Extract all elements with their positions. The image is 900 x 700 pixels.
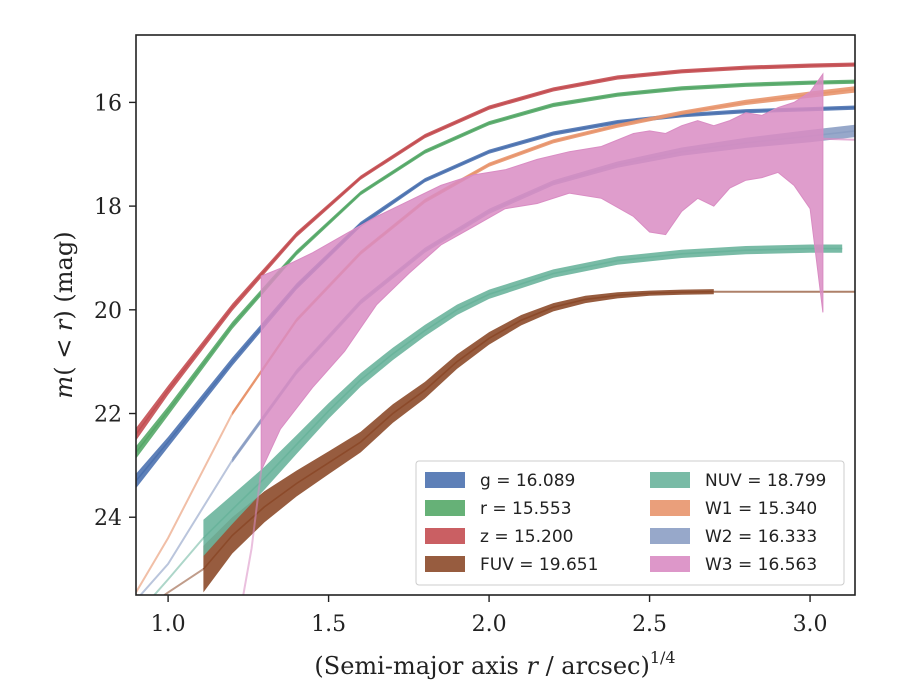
legend-item-g: g = 16.089: [425, 471, 575, 491]
series-nuv: [152, 244, 843, 595]
legend-swatch: [650, 472, 690, 488]
series-g-line: [136, 106, 855, 482]
y-tick-label: 18: [94, 195, 122, 220]
legend-item-fuv: FUV = 19.651: [425, 555, 598, 575]
series-nuv-line: [202, 247, 843, 539]
x-axis-title: (Semi-major axis r / arcsec)1/4: [314, 648, 675, 680]
legend-item-z: z = 15.200: [425, 527, 573, 547]
y-axis-title: m( < r) (mag): [50, 231, 78, 398]
series-z-line: [136, 63, 855, 435]
legend-swatch: [650, 556, 690, 572]
series-w3-tail: [822, 137, 855, 141]
series-w3: [242, 72, 855, 595]
legend-label: r = 15.553: [480, 499, 572, 519]
series-fuv: [162, 289, 855, 595]
x-tick-label: 2.5: [632, 612, 667, 637]
y-tick-label: 16: [94, 91, 122, 116]
legend: g = 16.089 r = 15.553 z = 15.200 FUV = 19.6…: [415, 460, 845, 586]
legend-swatch: [650, 500, 690, 516]
legend-swatch: [425, 556, 465, 572]
legend-label: z = 15.200: [480, 527, 573, 547]
x-tick-label: 3.0: [793, 612, 828, 637]
legend-swatch: [650, 528, 690, 544]
legend-swatch: [425, 500, 465, 516]
series-w3-extension: [242, 470, 263, 595]
legend-label: W1 = 15.340: [705, 499, 817, 519]
plot-area: [136, 62, 855, 595]
legend-box: [415, 460, 845, 586]
series-r-line: [136, 80, 855, 453]
y-tick-label: 22: [94, 403, 122, 428]
x-axis: 1.0 1.5 2.0 2.5 3.0: [151, 595, 828, 637]
legend-label: W2 = 16.333: [705, 527, 817, 547]
legend-label: g = 16.089: [480, 471, 575, 491]
series-z-band: [136, 62, 855, 441]
legend-label: FUV = 19.651: [480, 555, 598, 575]
legend-label: W3 = 16.563: [705, 555, 817, 575]
legend-item-nuv: NUV = 18.799: [650, 471, 826, 491]
plot-frame: [135, 34, 856, 596]
series-fuv-extension: [162, 568, 204, 595]
series-fuv-line: [202, 290, 714, 570]
legend-item-r: r = 15.553: [425, 499, 572, 519]
legend-item-w1: W1 = 15.340: [650, 499, 817, 519]
y-tick-label: 20: [94, 299, 122, 324]
series-g: [136, 105, 855, 489]
legend-swatch: [425, 528, 465, 544]
x-tick-label: 1.0: [151, 612, 186, 637]
series-nuv-extension: [152, 537, 205, 595]
x-tick-label: 2.0: [472, 612, 507, 637]
y-axis: 16 18 20 22 24: [94, 91, 136, 531]
series-w3-band: [260, 72, 824, 471]
series-z: [136, 62, 855, 441]
x-tick-label: 1.5: [311, 612, 346, 637]
legend-item-w2: W2 = 16.333: [650, 527, 817, 547]
legend-swatch: [425, 472, 465, 488]
legend-item-w3: W3 = 16.563: [650, 555, 817, 575]
y-tick-label: 24: [94, 506, 122, 531]
legend-label: NUV = 18.799: [705, 471, 826, 491]
